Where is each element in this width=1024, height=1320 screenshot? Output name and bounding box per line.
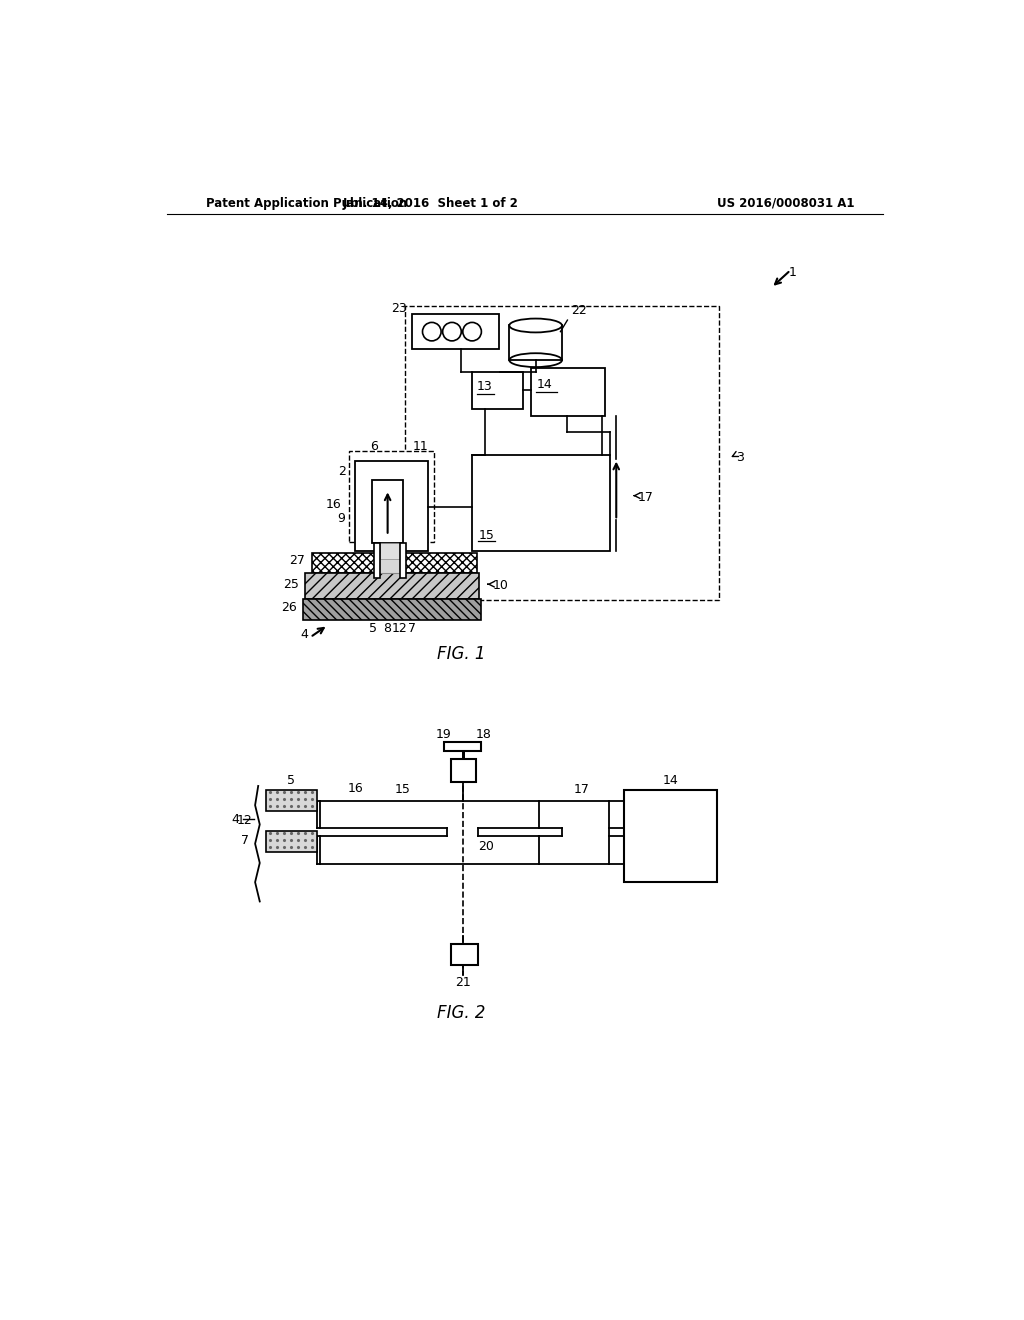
Text: 11: 11 xyxy=(413,440,429,453)
Text: 16: 16 xyxy=(348,781,364,795)
Bar xyxy=(355,461,428,552)
Text: 7: 7 xyxy=(241,834,249,847)
Text: 12: 12 xyxy=(391,622,408,635)
Bar xyxy=(376,553,406,573)
Bar xyxy=(624,789,717,882)
Text: 16: 16 xyxy=(326,499,341,511)
Text: 26: 26 xyxy=(282,601,297,614)
Text: 12: 12 xyxy=(238,814,253,828)
Bar xyxy=(400,544,407,578)
Bar xyxy=(372,480,403,544)
Text: 22: 22 xyxy=(571,305,587,317)
Text: Patent Application Publication: Patent Application Publication xyxy=(206,197,407,210)
Text: 14: 14 xyxy=(537,379,552,391)
Text: 5: 5 xyxy=(287,774,295,787)
Bar xyxy=(380,544,400,558)
Bar xyxy=(266,830,317,853)
Bar xyxy=(444,742,481,751)
Text: 3: 3 xyxy=(736,450,744,463)
Bar xyxy=(472,372,523,409)
Text: 1: 1 xyxy=(790,265,797,279)
Bar xyxy=(406,306,719,601)
Text: 27: 27 xyxy=(289,554,305,566)
Text: 10: 10 xyxy=(493,579,508,593)
Bar xyxy=(413,314,500,350)
Bar xyxy=(266,789,317,812)
Text: 23: 23 xyxy=(391,302,407,315)
Text: FIG. 1: FIG. 1 xyxy=(437,645,485,663)
Text: 21: 21 xyxy=(455,975,471,989)
Text: 5: 5 xyxy=(369,622,377,635)
Text: 17: 17 xyxy=(573,783,590,796)
Text: 7: 7 xyxy=(409,622,417,635)
Text: 17: 17 xyxy=(638,491,654,504)
Text: 13: 13 xyxy=(477,380,493,393)
Bar xyxy=(349,451,434,543)
Bar xyxy=(472,455,610,552)
Bar xyxy=(374,544,380,578)
Text: 6: 6 xyxy=(371,440,379,453)
Bar xyxy=(305,573,479,599)
Text: 20: 20 xyxy=(478,840,495,853)
Ellipse shape xyxy=(509,318,562,333)
Text: 15: 15 xyxy=(394,783,411,796)
Text: 4: 4 xyxy=(301,628,308,640)
Bar xyxy=(452,759,476,781)
Text: 15: 15 xyxy=(478,529,495,543)
Bar xyxy=(509,326,562,360)
Bar xyxy=(452,944,477,965)
Bar xyxy=(303,599,480,620)
Text: Jan. 14, 2016  Sheet 1 of 2: Jan. 14, 2016 Sheet 1 of 2 xyxy=(342,197,518,210)
Bar xyxy=(311,553,477,573)
Bar xyxy=(531,368,604,416)
Text: 19: 19 xyxy=(435,727,452,741)
Text: 4: 4 xyxy=(231,813,239,825)
Text: 14: 14 xyxy=(663,774,678,787)
Text: FIG. 2: FIG. 2 xyxy=(437,1005,485,1022)
Text: 18: 18 xyxy=(475,727,492,741)
Text: 2: 2 xyxy=(338,465,346,478)
Text: 25: 25 xyxy=(283,578,299,591)
Text: 8: 8 xyxy=(383,622,391,635)
Text: US 2016/0008031 A1: US 2016/0008031 A1 xyxy=(717,197,854,210)
Text: 9: 9 xyxy=(337,512,345,525)
